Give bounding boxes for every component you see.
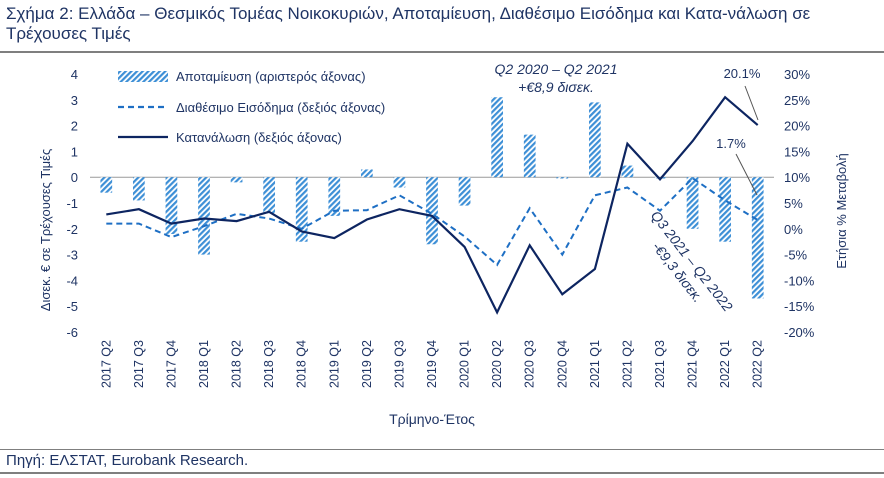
left-tick-label: -4 — [66, 273, 78, 288]
savings-bar — [588, 102, 601, 178]
annotation-covid-gain: Q2 2020 – Q2 2021 +€8,9 δισεκ. — [495, 61, 618, 95]
x-tick-label: 2019 Q1 — [327, 340, 341, 388]
left-tick-label: -5 — [66, 299, 78, 314]
savings-bar — [295, 177, 308, 242]
annotation-covid-gain-amount: +€8,9 δισεκ. — [518, 79, 594, 95]
savings-bar — [686, 177, 699, 229]
x-tick-label: 2021 Q2 — [620, 340, 634, 388]
x-tick-label: 2017 Q4 — [164, 340, 178, 388]
x-tick-label: 2018 Q4 — [295, 340, 309, 388]
x-tick-label: 2021 Q4 — [686, 340, 700, 388]
x-tick-label: 2022 Q2 — [751, 340, 765, 388]
annotation-leader-income — [735, 153, 758, 196]
savings-bar — [621, 165, 634, 178]
x-tick-label: 2020 Q4 — [555, 340, 569, 388]
x-axis-label: Τρίμηνο-Έτος — [389, 411, 475, 427]
right-axis-label: Ετήσια % Μεταβολή — [834, 153, 849, 269]
right-tick-label: 30% — [784, 67, 810, 82]
right-tick-label: 5% — [784, 196, 803, 211]
x-tick-label: 2018 Q2 — [230, 340, 244, 388]
income-line — [106, 176, 759, 267]
right-tick-label: -15% — [784, 299, 815, 314]
savings-bar — [556, 177, 569, 179]
savings-bar — [132, 177, 145, 201]
source-divider — [0, 449, 884, 450]
legend: Αποταμίευση (αριστερός άξονας) Διαθέσιμο… — [118, 69, 385, 145]
savings-bar — [165, 177, 178, 234]
left-tick-label: -6 — [66, 325, 78, 340]
x-tick-label: 2021 Q1 — [588, 340, 602, 388]
left-tick-label: -1 — [66, 196, 78, 211]
annotation-leader-consumption — [744, 85, 759, 121]
title-divider — [0, 51, 884, 53]
legend-label-income: Διαθέσιμο Εισόδημα (δεξιός άξονας) — [176, 100, 385, 115]
savings-bar — [393, 177, 406, 188]
chart: 4 3 2 1 0 -1 -2 -3 -4 -5 -6 30% 25% 20% 15% 10% 5% 0% -5%… — [38, 61, 849, 427]
right-tick-label: 15% — [784, 144, 810, 159]
left-tick-label: 1 — [71, 144, 78, 159]
savings-bar — [198, 177, 210, 255]
savings-bar — [360, 169, 373, 178]
left-axis-ticks: 4 3 2 1 0 -1 -2 -3 -4 -5 -6 — [66, 67, 78, 340]
x-tick-label: 2019 Q2 — [360, 340, 374, 388]
savings-bar — [263, 177, 276, 214]
x-tick-label: 2018 Q1 — [197, 340, 211, 388]
x-tick-label: 2019 Q4 — [425, 340, 439, 388]
left-axis-label: Δισεκ. € σε Τρέχουσες Τιμές — [38, 149, 53, 311]
x-tick-label: 2018 Q3 — [262, 340, 276, 388]
right-tick-label: -10% — [784, 273, 815, 288]
legend-label-consumption: Κατανάλωση (δεξιός άξονας) — [176, 130, 342, 145]
right-tick-label: 0% — [784, 222, 803, 237]
savings-bar — [491, 97, 504, 178]
savings-bar — [328, 177, 341, 216]
left-tick-label: -3 — [66, 248, 78, 263]
legend-swatch-savings — [118, 71, 168, 82]
x-tick-label: 2021 Q3 — [653, 340, 667, 388]
savings-bar — [230, 177, 243, 183]
left-tick-label: 3 — [71, 93, 78, 108]
left-tick-label: -2 — [66, 222, 78, 237]
legend-label-savings: Αποταμίευση (αριστερός άξονας) — [176, 69, 366, 84]
left-tick-label: 4 — [71, 67, 78, 82]
annotation-covid-gain-period: Q2 2020 – Q2 2021 — [495, 61, 618, 77]
x-axis-ticks: 2017 Q2 2017 Q3 2017 Q4 2018 Q1 2018 Q2 2018 … — [99, 340, 764, 388]
savings-bar — [751, 177, 764, 299]
savings-bar — [100, 177, 113, 193]
right-tick-label: -5% — [784, 248, 808, 263]
left-tick-label: 2 — [71, 119, 78, 134]
savings-bars — [100, 97, 764, 299]
savings-bar — [719, 177, 732, 242]
x-tick-label: 2017 Q2 — [99, 340, 113, 388]
savings-bar — [523, 134, 536, 178]
left-tick-label: 0 — [71, 170, 78, 185]
annotation-consumption-last: 20.1% — [724, 66, 761, 81]
x-tick-label: 2022 Q1 — [718, 340, 732, 388]
x-tick-label: 2020 Q1 — [458, 340, 472, 388]
savings-bar — [426, 177, 438, 245]
series-lines — [106, 95, 759, 315]
consumption-line — [106, 95, 759, 315]
x-tick-label: 2020 Q2 — [490, 340, 504, 388]
chart-title: Σχήμα 2: Ελλάδα – Θεσμικός Τομέας Νοικοκ… — [6, 4, 811, 43]
bottom-divider — [0, 472, 884, 474]
right-tick-label: 20% — [784, 119, 810, 134]
annotation-income-last: 1.7% — [716, 136, 746, 151]
right-axis-ticks: 30% 25% 20% 15% 10% 5% 0% -5% -10% -15% -20% — [784, 67, 815, 340]
right-tick-label: -20% — [784, 325, 815, 340]
source-note: Πηγή: ΕΛΣΤΑΤ, Eurobank Research. — [6, 452, 249, 469]
savings-bar — [458, 177, 471, 206]
x-tick-label: 2017 Q3 — [132, 340, 146, 388]
x-tick-label: 2019 Q3 — [392, 340, 406, 388]
x-tick-label: 2020 Q3 — [523, 340, 537, 388]
right-tick-label: 25% — [784, 93, 810, 108]
right-tick-label: 10% — [784, 170, 810, 185]
